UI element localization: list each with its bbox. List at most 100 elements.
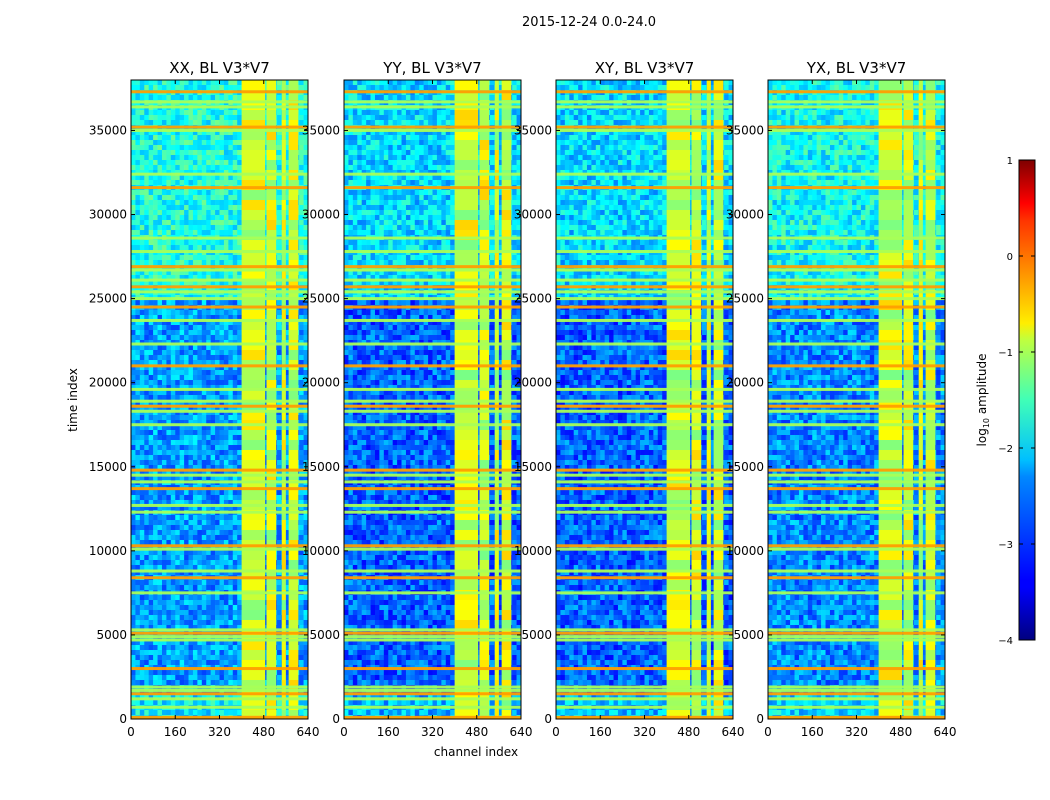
- heatmap-cell: [285, 345, 291, 351]
- heatmap-cell: [175, 190, 180, 196]
- heatmap-cell: [148, 645, 154, 651]
- heatmap-cell: [170, 335, 176, 341]
- heatmap-cell: [157, 190, 163, 196]
- heatmap-cell: [157, 350, 163, 356]
- heatmap-cell: [197, 415, 203, 421]
- heatmap-cell: [139, 310, 145, 316]
- heatmap-cell: [188, 320, 194, 326]
- heatmap-cell: [166, 615, 172, 621]
- heatmap-cell: [228, 465, 234, 471]
- heatmap-cell: [228, 170, 234, 176]
- heatmap-cell: [166, 240, 172, 246]
- heatmap-cell: [263, 165, 269, 171]
- heatmap-cell: [144, 230, 149, 236]
- heatmap-cell: [131, 555, 136, 561]
- heatmap-cell: [197, 565, 203, 571]
- heatmap-cell: [179, 610, 185, 616]
- heatmap-cell: [131, 645, 136, 651]
- heatmap-cell: [206, 320, 211, 326]
- heatmap-cell: [179, 430, 185, 436]
- heatmap-cell: [285, 375, 291, 381]
- heatmap-cell: [263, 180, 269, 186]
- heatmap-cell: [184, 625, 189, 631]
- heatmap-cell: [277, 455, 282, 461]
- heatmap-cell: [215, 565, 220, 571]
- heatmap-cell: [232, 335, 238, 341]
- heatmap-cell: [263, 245, 269, 251]
- heatmap-cell: [299, 680, 304, 686]
- heatmap-cell: [135, 415, 141, 421]
- heatmap-cell: [299, 220, 304, 226]
- heatmap-cell: [166, 345, 172, 351]
- heatmap-cell: [192, 215, 198, 221]
- heatmap-cell: [161, 85, 167, 91]
- heatmap-cell: [210, 255, 216, 261]
- heatmap-cell: [303, 560, 308, 566]
- heatmap-cell: [263, 150, 269, 156]
- heatmap-cell: [170, 225, 176, 231]
- heatmap-cell: [263, 325, 269, 331]
- heatmap-cell: [161, 385, 167, 391]
- heatmap-cell: [175, 85, 180, 91]
- heatmap-cell: [210, 415, 216, 421]
- heatmap-cell: [192, 540, 198, 546]
- heatmap-cell: [228, 160, 234, 166]
- heatmap-cell: [131, 350, 136, 356]
- heatmap-cell: [148, 530, 154, 536]
- heatmap-cell: [197, 570, 203, 576]
- heatmap-cell: [223, 350, 229, 356]
- heatmap-cell: [285, 230, 291, 236]
- heatmap-cell: [285, 655, 291, 661]
- heatmap-cell: [232, 565, 238, 571]
- heatmap-cell: [201, 205, 207, 211]
- heatmap-cell: [179, 395, 185, 401]
- heatmap-cell: [277, 505, 282, 511]
- heatmap-cell: [161, 270, 167, 276]
- heatmap-cell: [223, 610, 229, 616]
- heatmap-cell: [184, 115, 189, 121]
- heatmap-cell: [223, 255, 229, 261]
- heatmap-cell: [201, 660, 207, 666]
- heatmap-cell: [232, 300, 238, 306]
- heatmap-cell: [170, 430, 176, 436]
- heatmap-cell: [210, 595, 216, 601]
- heatmap-cell: [285, 610, 291, 616]
- heatmap-cell: [184, 520, 189, 526]
- heatmap-cell: [179, 675, 185, 681]
- heatmap-cell: [215, 85, 220, 91]
- heatmap-cell: [184, 650, 189, 656]
- heatmap-cell: [148, 200, 154, 206]
- heatmap-cell: [285, 135, 291, 141]
- heatmap-cell: [206, 470, 211, 476]
- heatmap-cell: [139, 595, 145, 601]
- heatmap-cell: [179, 240, 185, 246]
- heatmap-cell: [144, 625, 149, 631]
- heatmap-cell: [201, 80, 207, 86]
- heatmap-cell: [144, 130, 149, 136]
- heatmap-cell: [153, 280, 158, 286]
- heatmap-cell: [135, 370, 141, 376]
- heatmap-cell: [228, 435, 234, 441]
- heatmap-cell: [223, 700, 229, 706]
- heatmap-cell: [188, 200, 194, 206]
- heatmap-cell: [148, 160, 154, 166]
- heatmap-cell: [197, 610, 203, 616]
- heatmap-cell: [285, 520, 291, 526]
- heatmap-cell: [135, 110, 141, 116]
- heatmap-cell: [131, 325, 136, 331]
- heatmap-cell: [237, 370, 242, 376]
- heatmap-cell: [215, 545, 220, 551]
- heatmap-cell: [228, 190, 234, 196]
- heatmap-cell: [263, 525, 269, 531]
- heatmap-cell: [219, 440, 225, 446]
- heatmap-cell: [153, 475, 158, 481]
- heatmap-cell: [139, 205, 145, 211]
- heatmap-cell: [139, 350, 145, 356]
- heatmap-cell: [170, 465, 176, 471]
- heatmap-cell: [219, 620, 225, 626]
- heatmap-cell: [206, 140, 211, 146]
- heatmap-cell: [188, 540, 194, 546]
- heatmap-cell: [228, 680, 234, 686]
- heatmap-cell: [166, 155, 172, 161]
- heatmap-cell: [277, 430, 282, 436]
